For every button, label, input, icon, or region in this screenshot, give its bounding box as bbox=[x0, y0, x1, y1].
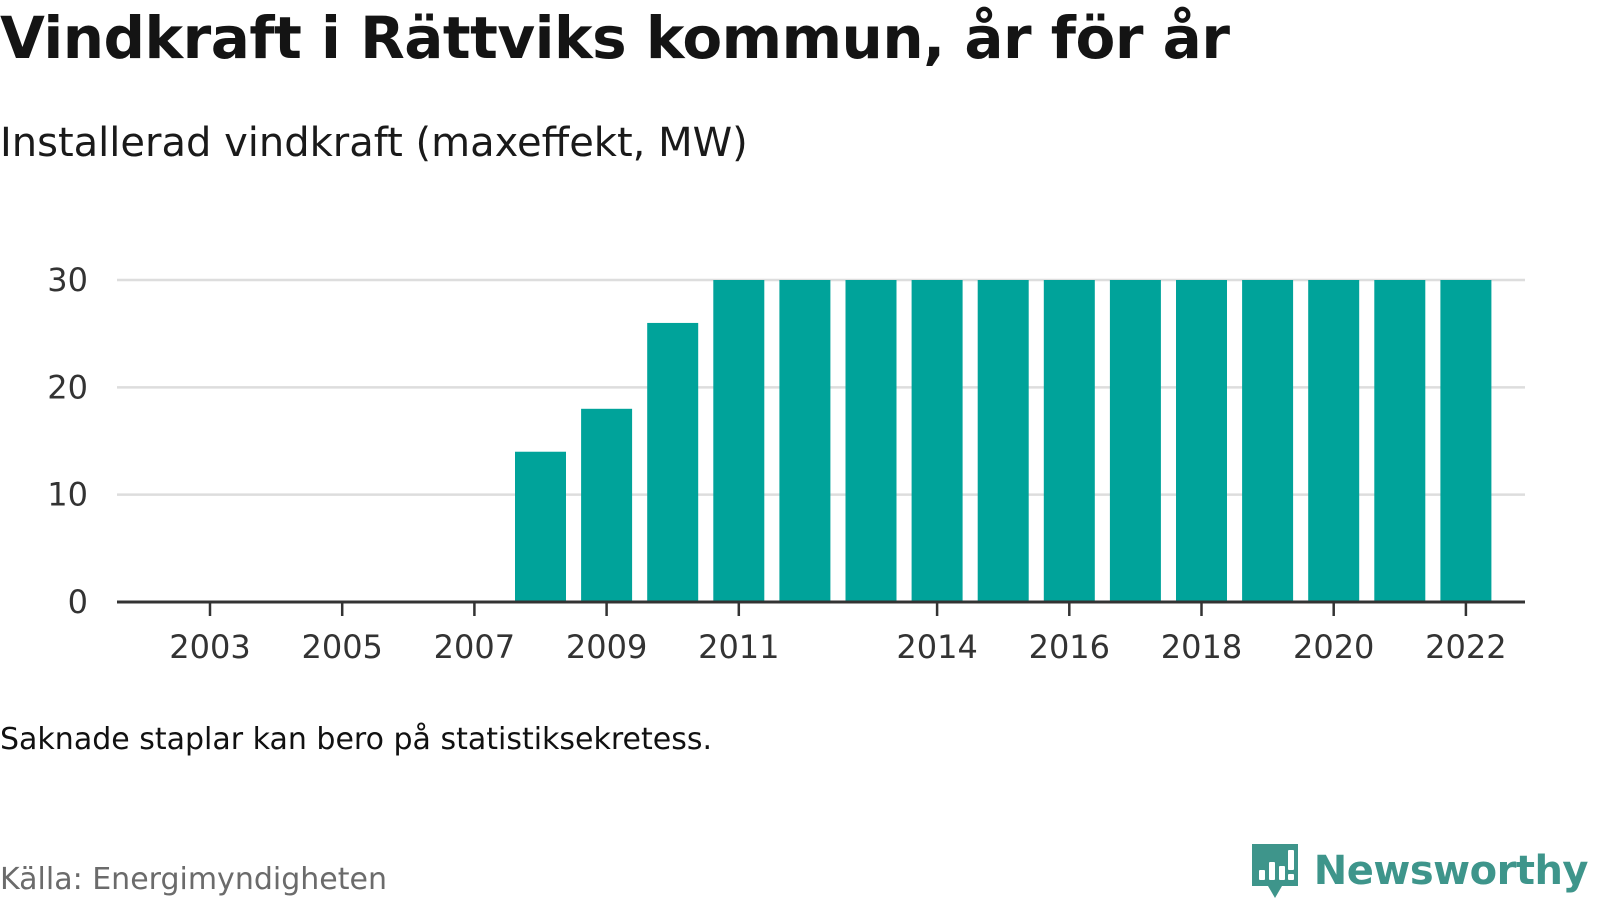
x-tick-label: 2011 bbox=[698, 628, 779, 666]
bar-2012 bbox=[779, 280, 831, 602]
y-axis-labels: 0 10 20 30 bbox=[47, 261, 88, 621]
bar-2009 bbox=[581, 408, 633, 602]
chart-subtitle: Installerad vindkraft (maxeffekt, MW) bbox=[0, 120, 748, 166]
bar-2020 bbox=[1308, 280, 1360, 602]
chart-title: Vindkraft i Rättviks kommun, år för år bbox=[0, 4, 1230, 72]
x-tick-label: 2020 bbox=[1293, 628, 1374, 666]
bar-chart: 0 10 20 30 2003 2005 2007 2009 2011 2014 2016 2018… bbox=[47, 261, 1525, 666]
bar-2008 bbox=[515, 451, 566, 602]
bar-2019 bbox=[1242, 280, 1294, 602]
bar-chart-speech-bubble-icon bbox=[1251, 844, 1298, 898]
bar-2018 bbox=[1176, 280, 1227, 602]
x-axis bbox=[117, 600, 1525, 616]
bar-2017 bbox=[1109, 280, 1161, 602]
x-axis-labels: 2003 2005 2007 2009 2011 2014 2016 2018 2020 2022 bbox=[169, 628, 1506, 666]
x-tick-label: 2005 bbox=[301, 628, 382, 666]
x-tick-label: 2014 bbox=[896, 628, 977, 666]
bar-2022 bbox=[1440, 280, 1492, 602]
bar-2013 bbox=[845, 280, 897, 602]
brand-name: Newsworthy bbox=[1313, 848, 1589, 894]
y-tick-label: 30 bbox=[47, 261, 88, 299]
y-tick-label: 10 bbox=[47, 476, 88, 514]
brand-logo: Newsworthy bbox=[1250, 842, 1589, 900]
x-tick-label: 2022 bbox=[1425, 628, 1506, 666]
x-tick-label: 2003 bbox=[169, 628, 250, 666]
bar-2014 bbox=[911, 280, 963, 602]
bars bbox=[515, 280, 1492, 602]
bar-2011 bbox=[713, 280, 765, 602]
x-tick-label: 2016 bbox=[1029, 628, 1110, 666]
footnote: Saknade staplar kan bero på statistiksek… bbox=[0, 722, 713, 757]
y-tick-label: 0 bbox=[68, 583, 88, 621]
x-tick-label: 2009 bbox=[566, 628, 647, 666]
source-credit: Källa: Energimyndigheten bbox=[0, 862, 387, 897]
bar-2015 bbox=[977, 280, 1029, 602]
x-tick-label: 2018 bbox=[1161, 628, 1242, 666]
x-tick-label: 2007 bbox=[434, 628, 515, 666]
bar-2016 bbox=[1043, 280, 1095, 602]
bar-2021 bbox=[1374, 280, 1426, 602]
bar-2010 bbox=[647, 322, 699, 602]
y-tick-label: 20 bbox=[47, 368, 88, 406]
